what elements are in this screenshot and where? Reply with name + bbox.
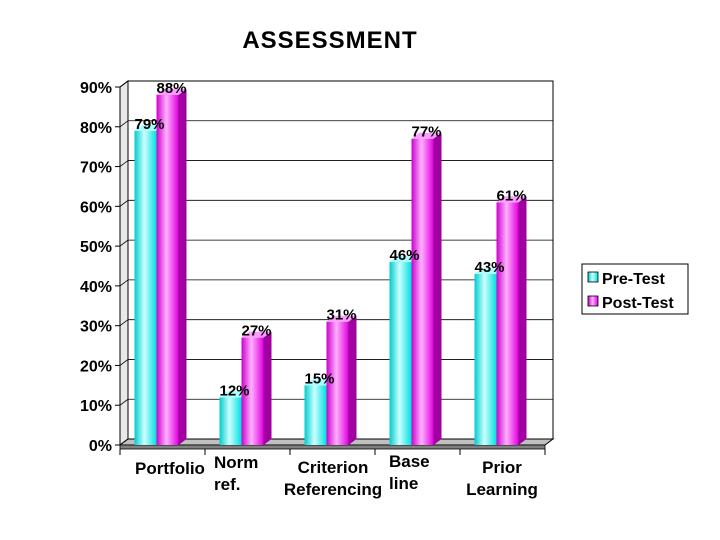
y-tick-label: 40% — [80, 279, 112, 296]
bar-front — [219, 397, 242, 445]
x-category-label: Portfolio — [135, 459, 205, 478]
bar-post-test — [496, 196, 527, 445]
data-label-post-test: 88% — [156, 80, 186, 97]
x-category-label: Base line — [389, 452, 430, 493]
x-category-label: Prior Learning — [466, 458, 538, 499]
gridline-side — [119, 160, 129, 167]
y-tick-label: 30% — [80, 319, 112, 336]
bar-top — [496, 196, 527, 203]
bar-front — [496, 202, 519, 445]
bar-post-test — [411, 132, 442, 445]
x-axis: Portfolio Norm ref. Criterion ReferencingBas… — [119, 449, 546, 499]
legend-label-pre-test: Pre-Test — [602, 271, 666, 288]
legend-box — [581, 263, 689, 315]
bar-side — [348, 315, 357, 445]
data-labels: 79% 88% 12% 27% 15% 31% 46% 77% 43% 61% — [134, 80, 526, 399]
bar-front — [156, 94, 179, 445]
bar-side — [178, 88, 187, 445]
gridline-side — [119, 120, 129, 128]
gridline-side — [119, 398, 129, 406]
data-label-pre-test: 12% — [219, 382, 249, 399]
data-label-post-test: 27% — [241, 323, 271, 340]
data-label-post-test: 31% — [326, 307, 356, 324]
y-tick-label: 80% — [80, 120, 112, 137]
x-category-label: Norm ref. — [214, 453, 258, 494]
data-label-pre-test: 46% — [389, 247, 419, 264]
side-wall — [119, 80, 129, 446]
legend-swatch-post-test — [587, 295, 599, 307]
bars — [134, 88, 527, 445]
gridline-side — [119, 200, 129, 207]
y-axis: 0% 10% 20% 30% 40% 50% 60% 70% 80% 90% — [80, 80, 121, 455]
bar-post-test — [156, 88, 187, 445]
data-label-post-test: 61% — [496, 187, 526, 204]
bar-post-test — [241, 331, 272, 445]
y-tick-label: 90% — [80, 80, 112, 97]
bar-top — [411, 132, 442, 139]
data-label-pre-test: 79% — [134, 116, 164, 133]
bar-side — [518, 196, 527, 445]
bar-front — [474, 273, 497, 445]
bar-side — [433, 132, 442, 445]
bar-front — [411, 138, 434, 445]
data-label-pre-test: 43% — [474, 259, 504, 276]
y-tick-label: 50% — [80, 239, 112, 256]
x-category-label: Criterion Referencing — [284, 458, 382, 499]
gridline-side — [119, 319, 129, 326]
bar-post-test — [326, 315, 357, 445]
y-tick-label: 70% — [80, 160, 112, 177]
gridline-side — [119, 279, 129, 287]
data-label-post-test: 77% — [411, 124, 441, 141]
legend-label-post-test: Post-Test — [602, 295, 674, 312]
y-tick-label: 60% — [80, 199, 112, 216]
legend-swatch-pre-test — [587, 271, 599, 283]
gridline-side — [119, 239, 129, 247]
bar-top — [326, 315, 357, 322]
y-tick-label: 20% — [80, 358, 112, 375]
bar-top — [156, 88, 187, 95]
bar-front — [134, 130, 157, 445]
floor-edge — [119, 444, 546, 450]
bar-top — [241, 331, 272, 338]
gridline-side — [119, 359, 129, 366]
data-label-pre-test: 15% — [304, 370, 334, 387]
chart-title: ASSESSMENT — [242, 27, 417, 54]
legend: Pre-Test Post-Test — [581, 263, 689, 315]
bar-side — [263, 331, 272, 445]
bar-front — [326, 321, 349, 445]
bar-front — [304, 385, 327, 445]
bar-front — [389, 262, 412, 445]
gridline-side — [119, 80, 129, 88]
bar-front — [241, 337, 264, 445]
y-tick-label: 10% — [80, 398, 112, 415]
y-tick-label: 0% — [89, 438, 112, 455]
